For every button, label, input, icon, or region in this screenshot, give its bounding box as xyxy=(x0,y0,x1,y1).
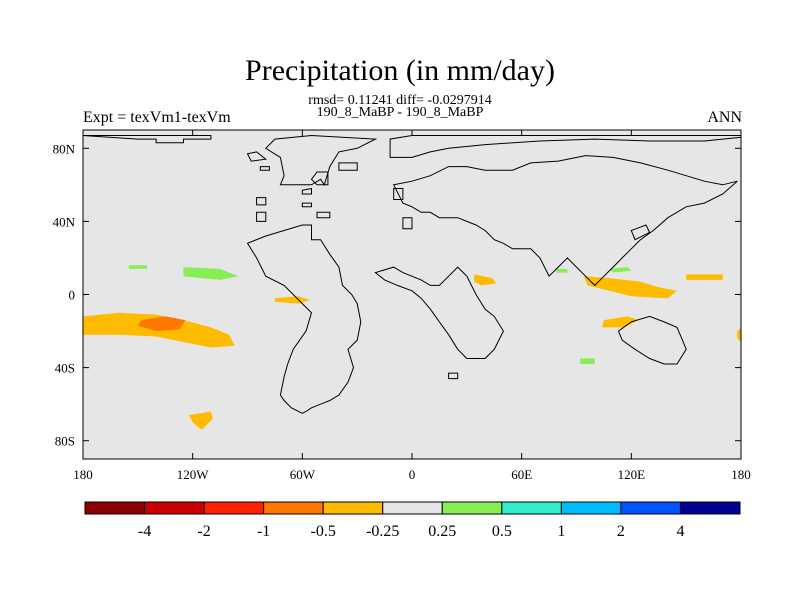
coastline-5 xyxy=(256,211,267,222)
colorbar: -4 -2 -1 -0.5 -0.25 0.25 0.5 1 2 4 xyxy=(84,501,741,540)
colorbar-label: -1 xyxy=(257,523,270,540)
pacific-east-orange xyxy=(686,274,723,280)
lat-tick-label: 0 xyxy=(69,288,76,303)
coastline-2 xyxy=(246,151,268,162)
coastline-6 xyxy=(301,202,312,208)
lon-tick-label: 180 xyxy=(731,467,751,482)
lon-tick-label: 0 xyxy=(409,467,416,482)
lon-tick-label: 120E xyxy=(618,467,646,482)
experiment-label: Expt = texVm1-texVm xyxy=(83,109,231,126)
asia-green xyxy=(609,267,632,273)
coastline-12 xyxy=(374,266,504,359)
stats-line: rmsd= 0.11241 diff= -0.0297914 xyxy=(308,93,492,108)
lon-tick-label: 60E xyxy=(511,467,532,482)
lon-tick-label: 180 xyxy=(73,467,93,482)
colorbar-label: -4 xyxy=(138,523,151,540)
coastline-17 xyxy=(630,224,651,241)
colorbar-label: 1 xyxy=(557,523,565,540)
indian-ocean-green xyxy=(580,358,595,364)
colorbar-swatch xyxy=(679,501,741,515)
coastline-3 xyxy=(259,166,270,171)
coastline-8 xyxy=(310,171,329,186)
axis-ticks: 180 120W 60W 0 60E 120E 180 80N 40N 0 40S 80S xyxy=(53,130,751,482)
south-pacific-orange xyxy=(189,411,213,430)
lon-tick-label: 120W xyxy=(177,467,210,482)
coastline-11 xyxy=(246,224,362,414)
season-label: ANN xyxy=(707,109,742,126)
colorbar-swatch xyxy=(322,501,384,515)
lat-tick-label: 80S xyxy=(55,434,75,449)
colorbar-label: 4 xyxy=(676,523,684,540)
pacific-green-small xyxy=(128,265,147,269)
africa-orange-spot xyxy=(474,274,497,286)
colorbar-label: 0.5 xyxy=(492,523,512,540)
colorbar-swatch xyxy=(441,501,503,515)
coastline-19 xyxy=(448,372,459,380)
colorbar-label: -2 xyxy=(197,523,210,540)
pacific-core-red xyxy=(137,316,186,332)
coastline-16 xyxy=(402,217,413,230)
colorbar-swatch xyxy=(203,501,265,515)
coastline-10 xyxy=(338,162,358,171)
indopacific-orange xyxy=(583,276,677,299)
colorbar-label: -0.5 xyxy=(311,523,336,540)
coastline-13 xyxy=(389,135,742,158)
coastline-0 xyxy=(82,135,212,144)
coastline-9 xyxy=(316,211,331,219)
case-line: 190_8_MaBP - 190_8_MaBP xyxy=(316,105,484,120)
colorbar-label: 2 xyxy=(617,523,625,540)
colorbar-swatch xyxy=(501,501,562,515)
colorbar-label: 0.25 xyxy=(428,523,456,540)
coastline-18 xyxy=(617,315,687,365)
colorbar-swatch xyxy=(382,501,443,515)
lon-tick-label: 60W xyxy=(290,467,316,482)
coastline-layer xyxy=(82,134,742,414)
colorbar-label: -0.25 xyxy=(366,523,399,540)
colorbar-swatch xyxy=(84,501,146,515)
coastline-4 xyxy=(256,197,267,206)
colorbar-swatch xyxy=(144,501,205,515)
lat-tick-label: 40N xyxy=(53,214,76,229)
lat-tick-label: 80N xyxy=(53,141,76,156)
indian-ocean-orange xyxy=(602,316,639,328)
coastline-14 xyxy=(392,155,738,287)
contour-layer xyxy=(83,265,741,430)
africa-green xyxy=(556,268,568,273)
pacific-green-north xyxy=(183,267,239,280)
east-pacific-edge-orange xyxy=(737,327,741,342)
colorbar-swatch xyxy=(560,501,622,515)
colorbar-swatch xyxy=(620,501,681,515)
map-title: Precipitation (in mm/day) xyxy=(245,54,555,87)
colorbar-swatch xyxy=(263,501,324,515)
coastline-15 xyxy=(393,188,404,200)
coastline-7 xyxy=(301,187,312,195)
coastline-1 xyxy=(265,134,378,186)
lat-tick-label: 40S xyxy=(55,361,75,376)
